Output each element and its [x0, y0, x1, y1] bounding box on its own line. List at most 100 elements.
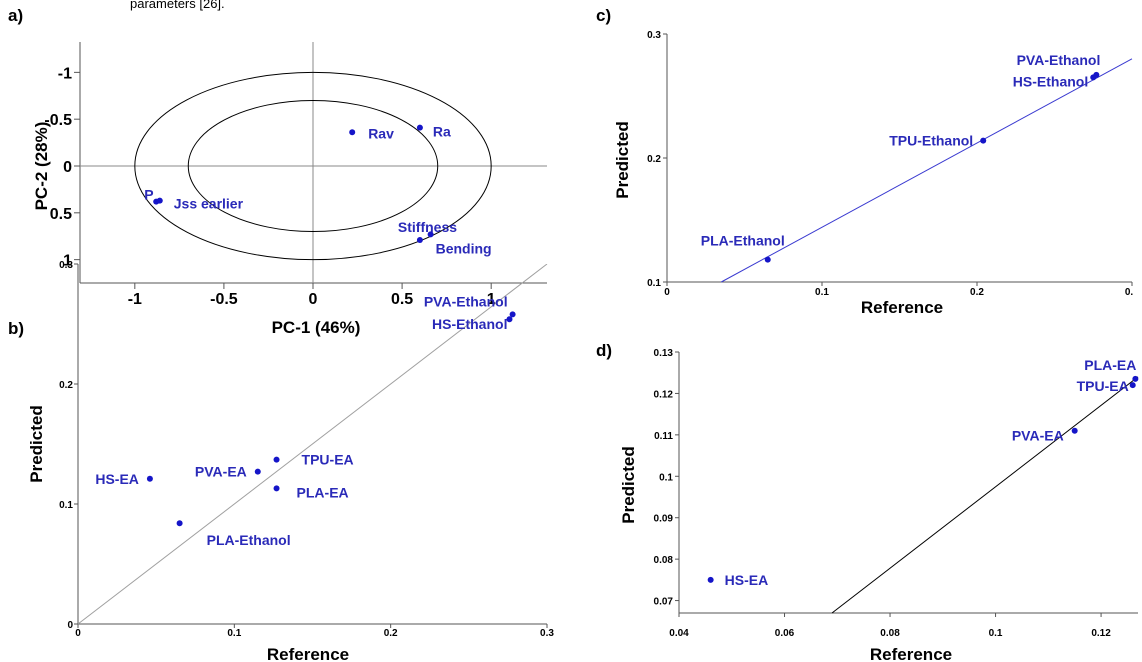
- panel-d: d) 0.04 0.06 0.08 0.1 0.12 0.13 0.12 0.11 0.1 0.0…: [596, 341, 1139, 662]
- x-axis-title: Reference: [861, 298, 943, 317]
- point-label-hs-ethanol: HS-Ethanol: [432, 316, 507, 332]
- point-label-pla-ea: PLA-EA: [1084, 357, 1136, 373]
- point-hs-ethanol: [506, 316, 513, 323]
- y-tick-label: 0.09: [654, 514, 674, 525]
- x-tick-label: 0.1: [989, 628, 1003, 639]
- point-pla-ethanol: [176, 520, 183, 527]
- point-label-p: P: [144, 187, 153, 203]
- point-ra: [416, 124, 423, 131]
- x-tick-label: 0.: [1125, 287, 1134, 298]
- point-label-tpu-ea: TPU-EA: [1077, 378, 1129, 394]
- y-tick-label: 0.13: [654, 348, 674, 359]
- x-tick-label: 0.04: [669, 628, 689, 639]
- point-label-pva-ethanol: PVA-Ethanol: [424, 293, 508, 309]
- y-tick-label: 0.11: [654, 431, 673, 442]
- y-tick-label: 0.1: [59, 500, 73, 511]
- point-label-ra: Ra: [433, 124, 451, 140]
- point-label-stiffness: Stiffness: [398, 219, 457, 235]
- panel-b: b) 0 0.1 0.2 0.3 0.3 0.2 0.1 0 PVA-Ethanol HS-Eth…: [8, 260, 554, 662]
- point-label-pva-ea: PVA-EA: [195, 464, 247, 480]
- point-label-tpu-ethanol: TPU-Ethanol: [889, 133, 973, 149]
- x-axis-title: Reference: [267, 645, 349, 662]
- point-pla-ea: [273, 485, 280, 492]
- outer-ellipse: [134, 71, 492, 261]
- point-jss-earlier: [156, 197, 163, 204]
- x-axis-title: PC-1 (46%): [272, 318, 361, 337]
- point-label-tpu-ea: TPU-EA: [302, 452, 354, 468]
- x-tick-label: 0: [75, 628, 81, 639]
- point-label-hs-ethanol: HS-Ethanol: [1013, 73, 1088, 89]
- point-label-bending: Bending: [436, 240, 492, 256]
- y-tick-label: 0.07: [654, 597, 674, 608]
- x-axis-title: Reference: [870, 645, 952, 662]
- x-tick-label: -0.5: [210, 291, 238, 308]
- y-tick-label: 0.3: [647, 30, 661, 41]
- point-pva-ea: [1071, 427, 1078, 434]
- y-axis-title: Predicted: [27, 405, 46, 482]
- point-label-rav: Rav: [368, 125, 394, 141]
- panel-c: c) 0 0.1 0.2 0.0.30.20.1PVA-EthanolHS-Ethan…: [596, 6, 1133, 317]
- x-tick-label: 0.08: [880, 628, 900, 639]
- panel-a: a) -1 -0.5 0 0.5 1 1 0.5 0 -0.5 -1 P Jss earlier Sti…: [8, 6, 547, 337]
- point-rav: [349, 129, 356, 136]
- x-tick-label: 0.1: [815, 287, 829, 298]
- y-tick-label: 0: [63, 159, 72, 176]
- point-label-hs-ea: HS-EA: [725, 572, 769, 588]
- panel-b-letter: b): [8, 319, 24, 338]
- point-label-jss-earlier: Jss earlier: [174, 196, 244, 212]
- point-hs-ea: [707, 576, 714, 583]
- y-axis-title: Predicted: [613, 121, 632, 198]
- x-tick-label: 1: [487, 291, 496, 308]
- panel-c-letter: c): [596, 6, 611, 25]
- point-tpu-ea: [273, 456, 280, 463]
- point-tpu-ea: [1129, 382, 1136, 389]
- y-tick-label: -1: [58, 65, 72, 82]
- x-tick-label: -1: [128, 291, 142, 308]
- point-pva-ea: [254, 468, 261, 475]
- point-label-hs-ea: HS-EA: [95, 471, 139, 487]
- x-tick-label: 0.2: [384, 628, 398, 639]
- fit-line: [78, 264, 548, 625]
- point-label-pla-ea: PLA-EA: [297, 484, 349, 500]
- x-tick-label: 0.3: [540, 628, 554, 639]
- y-axis-title: PC-2 (28%): [32, 122, 51, 211]
- fit-line: [721, 58, 1133, 283]
- point-label-pva-ethanol: PVA-Ethanol: [1017, 52, 1101, 68]
- x-tick-label: 0.06: [775, 628, 795, 639]
- y-tick-label: 1: [63, 253, 72, 270]
- y-tick-label: 0.1: [647, 278, 661, 289]
- x-tick-label: 0.2: [970, 287, 984, 298]
- y-tick-label: 0.3: [59, 260, 73, 271]
- inner-ellipse: [187, 99, 439, 233]
- y-tick-label: 0.2: [647, 154, 661, 165]
- y-tick-label: -0.5: [44, 112, 72, 129]
- point-tpu-ethanol: [980, 137, 987, 144]
- point-label-pla-ethanol: PLA-Ethanol: [701, 233, 785, 249]
- point-label-pla-ethanol: PLA-Ethanol: [207, 532, 291, 548]
- y-tick-label: 0.1: [659, 472, 673, 483]
- point-stiffness: [416, 236, 423, 243]
- y-tick-label: 0.5: [50, 206, 72, 223]
- header-fragment: parameters [26].: [130, 0, 225, 11]
- panel-d-letter: d): [596, 341, 612, 360]
- point-pva-ethanol: [509, 311, 516, 318]
- y-tick-label: 0.12: [654, 389, 674, 400]
- point-bending: [427, 231, 434, 238]
- point-pla-ethanol: [764, 256, 771, 263]
- fit-line: [831, 376, 1139, 614]
- point-label-pva-ea: PVA-EA: [1012, 428, 1064, 444]
- y-tick-label: 0.08: [654, 555, 674, 566]
- x-tick-label: 0: [309, 291, 318, 308]
- point-hs-ea: [146, 475, 153, 482]
- x-tick-label: 0.5: [391, 291, 413, 308]
- panel-a-letter: a): [8, 6, 23, 25]
- y-axis-title: Predicted: [619, 446, 638, 523]
- point-hs-ethanol: [1090, 74, 1097, 81]
- x-tick-label: 0.1: [227, 628, 241, 639]
- point-pla-ea: [1132, 375, 1139, 382]
- y-tick-label: 0.2: [59, 380, 73, 391]
- x-tick-label: 0: [664, 287, 670, 298]
- y-tick-label: 0: [67, 620, 73, 631]
- x-tick-label: 0.12: [1091, 628, 1111, 639]
